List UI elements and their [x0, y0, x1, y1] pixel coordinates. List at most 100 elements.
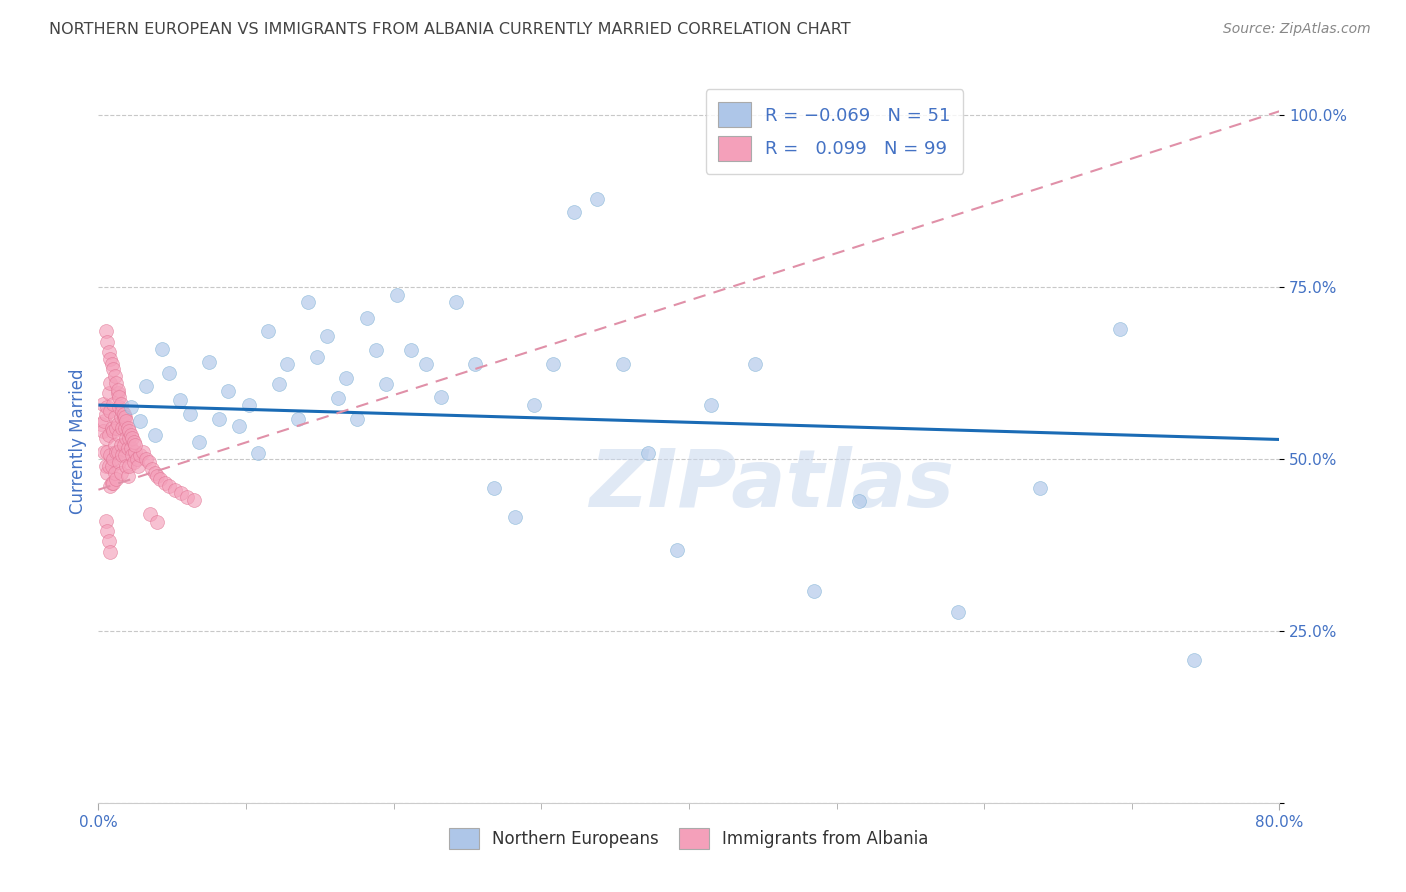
Point	[112, 438, 135, 452]
Point	[541, 357, 564, 371]
Point	[96, 334, 118, 349]
Point	[110, 397, 132, 411]
Point	[464, 357, 486, 371]
Point	[803, 583, 825, 598]
Point	[385, 288, 408, 302]
Point	[124, 438, 146, 452]
Point	[125, 451, 148, 466]
Point	[523, 398, 546, 412]
Point	[97, 458, 120, 473]
Point	[183, 493, 205, 508]
Point	[112, 410, 135, 425]
Point	[122, 455, 145, 469]
Point	[217, 384, 239, 399]
Point	[98, 376, 121, 390]
Point	[108, 427, 131, 442]
Point	[105, 376, 128, 390]
Point	[115, 458, 138, 473]
Point	[103, 451, 125, 466]
Point	[114, 410, 136, 425]
Point	[114, 421, 136, 435]
Point	[94, 514, 117, 528]
Point	[100, 421, 122, 435]
Point	[430, 390, 453, 404]
Point	[124, 445, 146, 459]
Point	[115, 414, 138, 428]
Point	[305, 350, 328, 364]
Point	[187, 434, 209, 449]
Point	[150, 342, 173, 356]
Point	[179, 407, 201, 421]
Point	[335, 370, 357, 384]
Point	[157, 366, 180, 380]
Point	[228, 418, 250, 433]
Point	[107, 383, 129, 397]
Point	[98, 403, 121, 417]
Point	[612, 357, 634, 371]
Point	[132, 445, 155, 459]
Point	[637, 446, 659, 460]
Point	[316, 329, 339, 343]
Point	[149, 472, 172, 486]
Point	[107, 445, 129, 459]
Point	[153, 475, 176, 490]
Point	[90, 417, 112, 432]
Point	[93, 445, 115, 459]
Point	[98, 351, 121, 366]
Point	[146, 469, 169, 483]
Point	[143, 427, 166, 442]
Point	[139, 507, 162, 521]
Y-axis label: Currently Married: Currently Married	[69, 368, 87, 515]
Point	[120, 400, 142, 414]
Point	[138, 455, 160, 469]
Point	[100, 458, 122, 473]
Point	[356, 310, 378, 325]
Point	[267, 377, 290, 392]
Point	[94, 431, 117, 445]
Point	[120, 442, 142, 456]
Point	[111, 403, 134, 417]
Point	[97, 534, 120, 549]
Point	[122, 434, 145, 449]
Point	[444, 294, 467, 309]
Point	[118, 431, 141, 445]
Legend: Northern Europeans, Immigrants from Albania: Northern Europeans, Immigrants from Alba…	[443, 822, 935, 856]
Point	[238, 398, 260, 412]
Point	[143, 466, 166, 480]
Point	[246, 446, 269, 460]
Point	[121, 431, 143, 445]
Point	[96, 445, 118, 459]
Point	[169, 393, 191, 408]
Point	[586, 192, 609, 206]
Point	[503, 510, 526, 524]
Point	[98, 544, 121, 558]
Point	[110, 466, 132, 480]
Point	[97, 427, 120, 442]
Point	[96, 466, 118, 480]
Point	[146, 515, 169, 529]
Point	[108, 390, 131, 404]
Point	[97, 345, 120, 359]
Point	[104, 438, 127, 452]
Point	[110, 410, 132, 425]
Point	[1182, 653, 1205, 667]
Point	[276, 357, 298, 371]
Point	[107, 417, 129, 432]
Point	[848, 494, 870, 508]
Point	[105, 472, 128, 486]
Point	[1029, 481, 1052, 495]
Point	[98, 479, 121, 493]
Point	[128, 448, 150, 462]
Point	[110, 438, 132, 452]
Point	[96, 400, 118, 414]
Point	[108, 455, 131, 469]
Point	[91, 397, 114, 411]
Point	[401, 343, 423, 357]
Point	[141, 462, 163, 476]
Point	[93, 414, 115, 428]
Point	[415, 357, 437, 371]
Point	[208, 412, 231, 426]
Point	[104, 369, 127, 384]
Point	[1109, 322, 1132, 336]
Point	[346, 412, 368, 426]
